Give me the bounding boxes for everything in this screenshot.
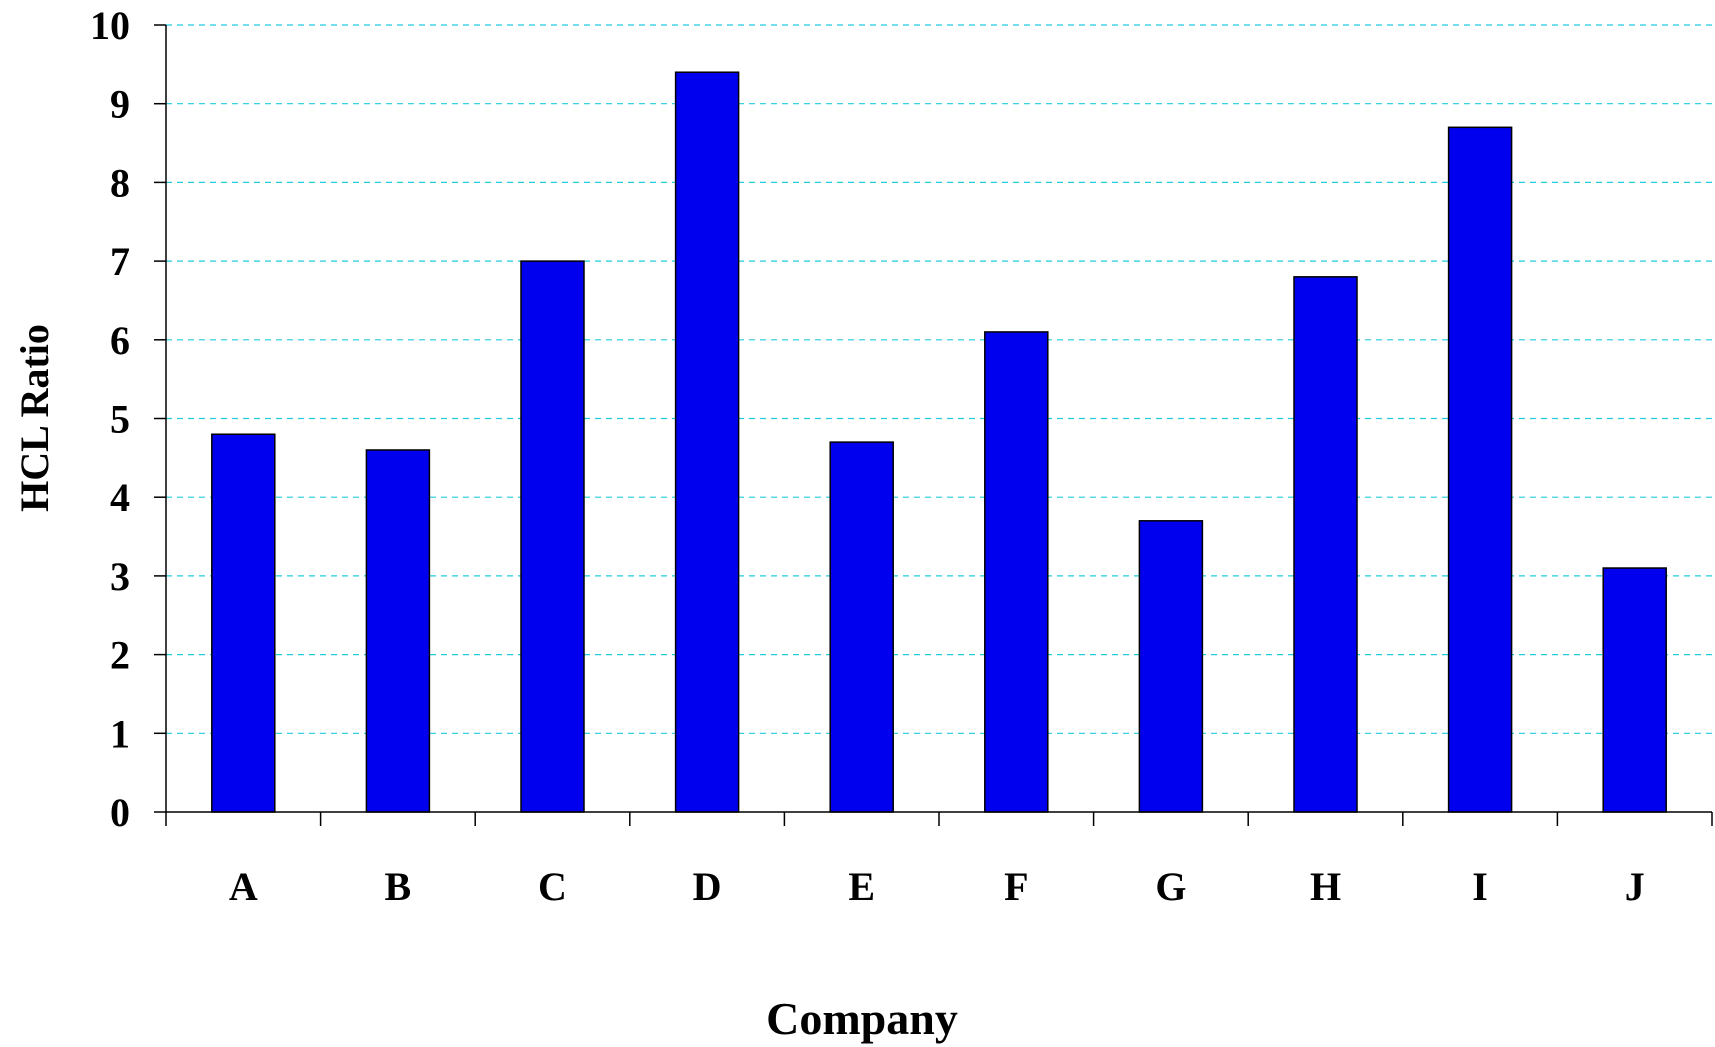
bar-a bbox=[211, 433, 276, 813]
bar-b bbox=[365, 449, 431, 813]
x-tick-label: I bbox=[1472, 864, 1488, 909]
bar-f bbox=[984, 331, 1049, 813]
x-tick-label: F bbox=[1004, 864, 1028, 909]
x-tick-label: C bbox=[538, 864, 567, 909]
y-tick-labels: 0 1 2 3 4 5 6 7 8 9 10 bbox=[90, 3, 130, 835]
x-tick-label: H bbox=[1310, 864, 1341, 909]
x-tick-label: D bbox=[693, 864, 722, 909]
y-tick-label: 2 bbox=[110, 633, 130, 678]
y-tick-label: 3 bbox=[110, 554, 130, 599]
y-tick-label: 9 bbox=[110, 82, 130, 127]
bar-g bbox=[1138, 520, 1204, 813]
axes bbox=[154, 24, 1713, 826]
bar-i bbox=[1447, 126, 1513, 813]
y-tick-label: 0 bbox=[110, 790, 130, 835]
bar-h bbox=[1293, 276, 1358, 813]
y-tick-label: 5 bbox=[110, 397, 130, 442]
x-tick-label: J bbox=[1625, 864, 1645, 909]
y-axis-title: HCL Ratio bbox=[12, 324, 57, 512]
y-tick-label: 10 bbox=[90, 3, 130, 48]
y-tick-label: 7 bbox=[110, 239, 130, 284]
x-tick-label: E bbox=[848, 864, 875, 909]
bar-e bbox=[829, 441, 894, 813]
bar-j bbox=[1602, 567, 1667, 813]
x-tick-label: G bbox=[1155, 864, 1186, 909]
y-tick-label: 8 bbox=[110, 160, 130, 205]
x-tick-label: B bbox=[385, 864, 412, 909]
bar-c bbox=[520, 260, 585, 813]
bars bbox=[211, 71, 1667, 813]
x-tick-label: A bbox=[229, 864, 258, 909]
x-axis-title: Company bbox=[766, 993, 958, 1044]
y-tick-label: 1 bbox=[110, 711, 130, 756]
bar-d bbox=[674, 71, 740, 813]
y-tick-label: 6 bbox=[110, 318, 130, 363]
y-tick-label: 4 bbox=[110, 475, 130, 520]
x-tick-labels: A B C D E F G H I J bbox=[229, 864, 1645, 909]
